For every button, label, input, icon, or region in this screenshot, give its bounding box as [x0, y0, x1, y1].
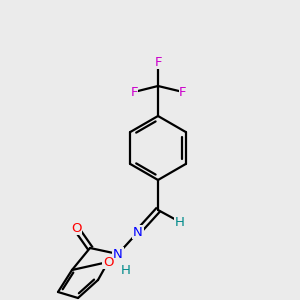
Text: O: O: [71, 221, 81, 235]
Text: F: F: [154, 56, 162, 68]
Text: O: O: [103, 256, 113, 268]
Text: H: H: [121, 263, 131, 277]
Text: N: N: [133, 226, 143, 238]
Text: F: F: [179, 85, 187, 98]
Text: H: H: [175, 215, 185, 229]
Text: F: F: [130, 85, 138, 98]
Text: N: N: [113, 248, 123, 260]
